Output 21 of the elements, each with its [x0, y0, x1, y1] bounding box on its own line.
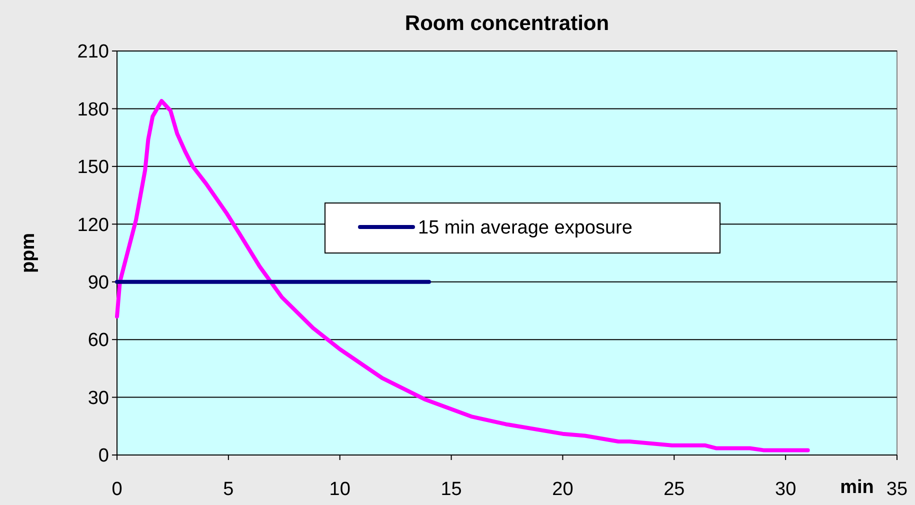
y-tick-label: 30: [88, 388, 109, 409]
y-tick-label: 210: [77, 42, 109, 63]
x-tick-label: 20: [552, 479, 574, 500]
legend-label: 15 min average exposure: [418, 218, 632, 239]
x-tick-label: 35: [886, 479, 908, 500]
x-tick-label: 0: [112, 479, 122, 500]
y-tick-label: 120: [77, 214, 109, 236]
line-series: [115, 99, 810, 452]
y-tick-label: 0: [98, 446, 109, 467]
x-axis-title: min: [840, 477, 874, 498]
y-axis-title: ppm: [18, 232, 39, 274]
y-tick-label: 60: [88, 330, 109, 352]
y-tick-label: 180: [77, 99, 109, 120]
x-tick-label: 5: [223, 479, 234, 500]
x-tick-label: 15: [440, 479, 462, 500]
x-tick-label: 30: [775, 479, 796, 500]
x-tick-label: 25: [664, 479, 685, 500]
y-tick-label: 90: [88, 272, 109, 294]
x-tick-label: 10: [329, 479, 350, 500]
y-tick-label: 150: [77, 157, 109, 178]
chart-title: Room concentration: [404, 12, 610, 35]
